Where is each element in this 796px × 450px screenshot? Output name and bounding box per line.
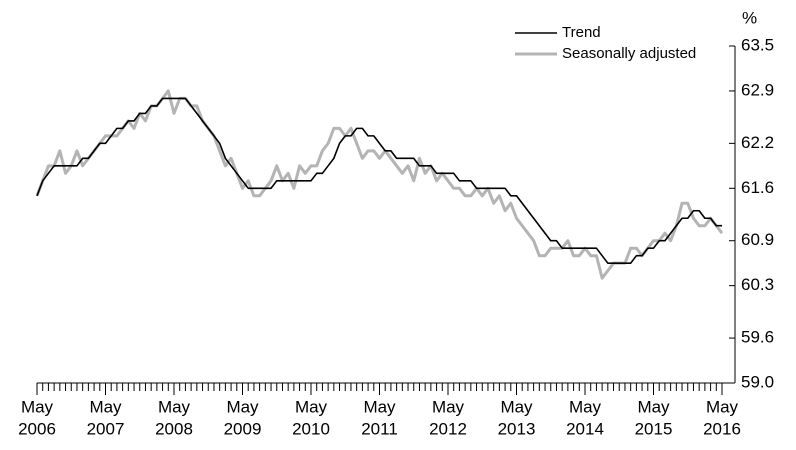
series-line [36, 97, 722, 264]
x-tick-label: May [295, 397, 328, 416]
x-tick-label: May [158, 397, 191, 416]
legend-label: Seasonally adjusted [562, 45, 696, 62]
legend-label: Trend [562, 24, 601, 41]
x-tick-label: May [500, 397, 533, 416]
x-tick-label: May [569, 397, 602, 416]
x-tick-label: 2015 [635, 419, 673, 438]
series-line [35, 89, 724, 280]
x-tick-label: May [226, 397, 259, 416]
x-tick-label: 2011 [361, 419, 398, 438]
x-tick-label: May [89, 397, 122, 416]
y-tick-label: 60.3 [741, 275, 774, 294]
x-tick-label: 2008 [155, 419, 193, 438]
y-tick-label: 59.6 [741, 328, 774, 347]
x-tick-label: 2012 [429, 419, 467, 438]
y-tick-label: 59.0 [741, 372, 774, 391]
y-tick-label: 61.6 [741, 178, 774, 197]
y-unit: % [742, 8, 757, 27]
x-tick-label: 2016 [703, 419, 741, 438]
x-tick-label: May [706, 397, 739, 416]
y-tick-label: 62.9 [741, 80, 774, 99]
x-tick-label: 2014 [566, 419, 604, 438]
x-tick-label: May [21, 397, 54, 416]
y-tick-label: 63.5 [741, 35, 774, 54]
x-tick-label: 2006 [18, 419, 56, 438]
x-tick-label: May [637, 397, 670, 416]
x-tick-label: May [363, 397, 396, 416]
x-tick-label: 2010 [292, 419, 330, 438]
x-tick-label: 2009 [224, 419, 262, 438]
x-tick-label: 2007 [87, 419, 125, 438]
y-tick-label: 62.2 [741, 133, 774, 152]
x-tick-label: 2013 [498, 419, 536, 438]
x-tick-label: May [432, 397, 465, 416]
y-tick-label: 60.9 [741, 230, 774, 249]
